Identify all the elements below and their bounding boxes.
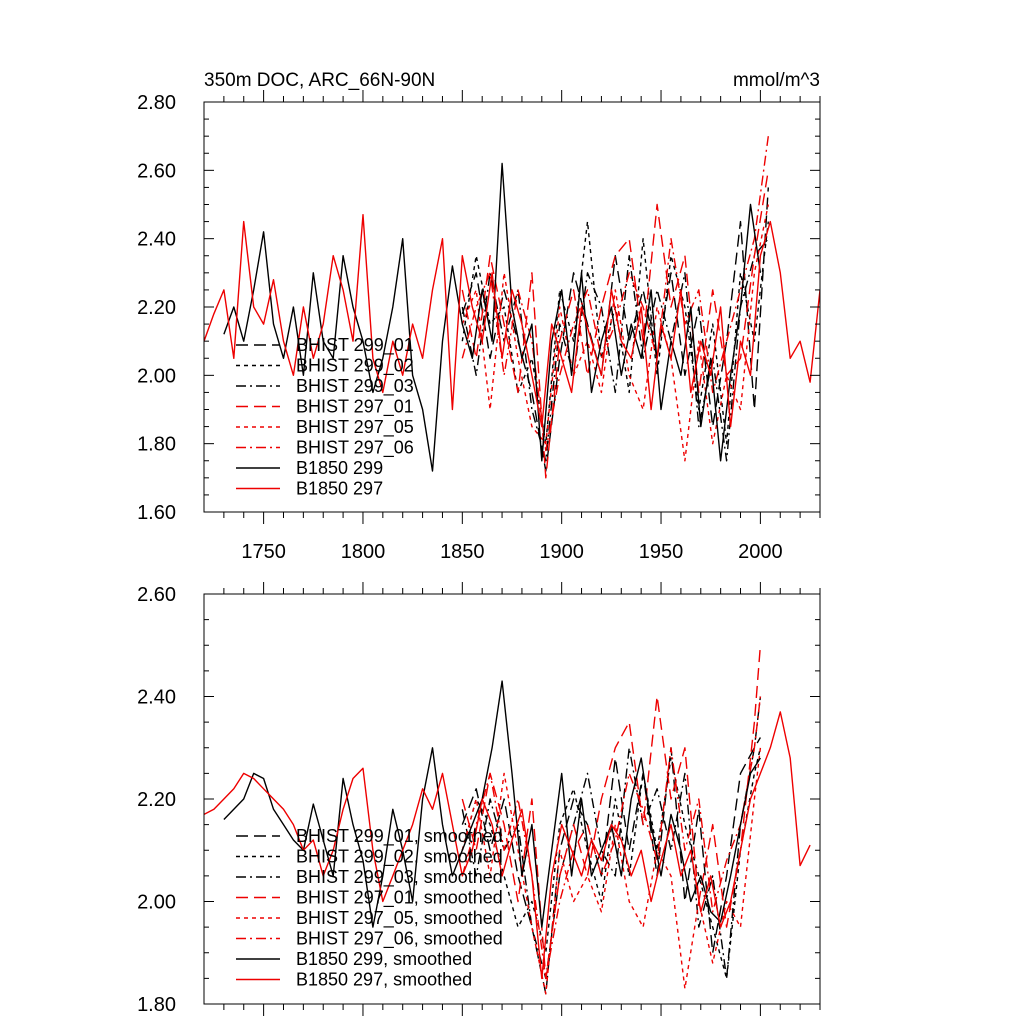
legend-label: BHIST 297_05, smoothed: [296, 908, 503, 929]
series-line-6: [223, 162, 762, 472]
series-line-2: [461, 238, 769, 462]
y-tick-label: 2.00: [137, 892, 176, 914]
y-tick-label: 2.40: [137, 687, 176, 709]
legend-label: BHIST 297_05: [296, 417, 414, 438]
y-tick-label: 1.80: [137, 994, 176, 1016]
series-line-7: [204, 711, 811, 980]
x-tick-label: 1800: [341, 541, 386, 563]
y-tick-label: 2.60: [137, 584, 176, 606]
legend-label: B1850 299, smoothed: [296, 949, 472, 969]
y-tick-label: 2.80: [137, 92, 176, 114]
y-tick-label: 2.60: [137, 160, 176, 182]
x-tick-label: 1900: [539, 541, 584, 563]
y-tick-label: 1.80: [137, 434, 176, 456]
x-tick-label: 2000: [738, 541, 783, 563]
series-line-7: [204, 213, 820, 428]
legend-label: BHIST 297_06, smoothed: [296, 929, 503, 950]
legend-label: BHIST 299_02, smoothed: [296, 847, 503, 868]
legend-label: BHIST 297_01: [296, 397, 414, 418]
y-tick-label: 2.40: [137, 229, 176, 251]
chart-units: mmol/m^3: [733, 70, 820, 91]
series-line-2: [461, 696, 762, 980]
bottom-panel: 1.80 2.00 2.20 2.40 2.60 BHIST 299_01, smooth…: [137, 582, 821, 1016]
series-line-5: [461, 136, 769, 452]
series-line-4: [461, 747, 762, 995]
series-line-3: [461, 170, 769, 479]
series-line-1: [461, 747, 762, 980]
series-line-0: [461, 737, 762, 995]
y-tick-label: 2.20: [137, 297, 176, 319]
legend-label: B1850 297: [296, 479, 383, 499]
x-tick-label: 1850: [440, 541, 485, 563]
legend-label: BHIST 297_06: [296, 438, 414, 459]
legend-label: B1850 299: [296, 458, 383, 478]
legend-label: BHIST 299_01, smoothed: [296, 826, 503, 847]
top-panel: 350m DOC, ARC_66N-90N mmol/m^3 1.60 1.80 2…: [137, 70, 821, 563]
x-tick-label: 1950: [639, 541, 684, 563]
chart-title: 350m DOC, ARC_66N-90N: [204, 70, 435, 91]
legend-label: B1850 297, smoothed: [296, 970, 472, 990]
legend-label: BHIST 299_03: [296, 376, 414, 397]
series-group: [204, 645, 811, 995]
series-line-6: [223, 680, 761, 928]
series-line-0: [461, 187, 769, 472]
legend-label: BHIST 299_03, smoothed: [296, 867, 503, 888]
x-tick-label: 1750: [241, 541, 286, 563]
legend-label: BHIST 299_02: [296, 356, 414, 377]
legend-label: BHIST 299_01: [296, 335, 414, 356]
legend-label: BHIST 297_01, smoothed: [296, 888, 503, 909]
series-line-3: [461, 645, 762, 980]
y-tick-label: 2.20: [137, 789, 176, 811]
y-tick-label: 2.00: [137, 365, 176, 387]
series-group: [204, 136, 820, 479]
y-tick-label: 1.60: [137, 502, 176, 524]
